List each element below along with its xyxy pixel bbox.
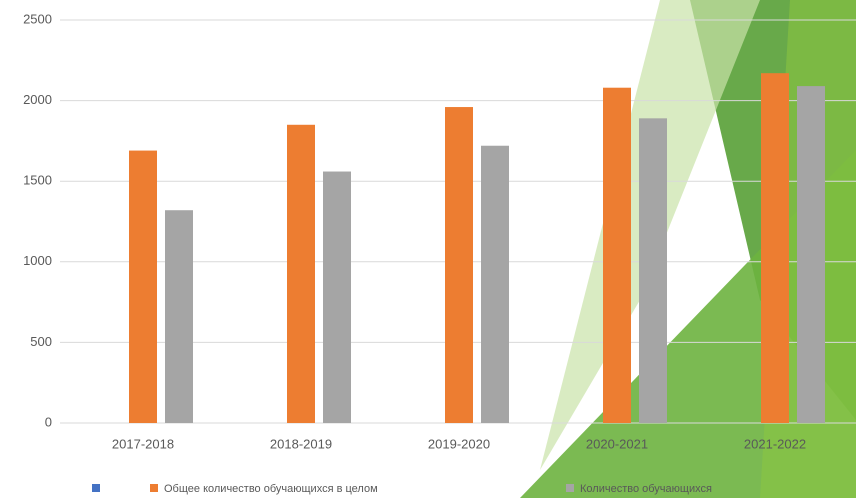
x-tick-label: 2020-2021 xyxy=(586,436,648,451)
legend-label: Общее количество обучающихся в целом xyxy=(164,483,378,495)
y-tick-label: 2500 xyxy=(23,11,52,26)
bar xyxy=(287,124,315,423)
y-tick-label: 1500 xyxy=(23,173,52,188)
y-tick-label: 1000 xyxy=(23,253,52,268)
y-tick-label: 2000 xyxy=(23,92,52,107)
legend-marker xyxy=(150,484,158,492)
x-tick-label: 2021-2022 xyxy=(744,436,806,451)
y-tick-label: 500 xyxy=(30,334,52,349)
bar xyxy=(129,150,157,423)
bar xyxy=(639,118,667,423)
bar xyxy=(445,107,473,423)
y-tick-label: 0 xyxy=(45,414,52,429)
x-tick-label: 2017-2018 xyxy=(112,436,174,451)
legend-marker xyxy=(566,484,574,492)
x-tick-label: 2019-2020 xyxy=(428,436,490,451)
bar xyxy=(323,171,351,423)
bar xyxy=(165,210,193,423)
bar xyxy=(761,73,789,424)
legend-marker xyxy=(92,484,100,492)
bar xyxy=(481,145,509,423)
x-tick-label: 2018-2019 xyxy=(270,436,332,451)
legend-label: Количество обучающихся xyxy=(580,483,712,495)
bar xyxy=(603,87,631,423)
bar xyxy=(797,86,825,423)
